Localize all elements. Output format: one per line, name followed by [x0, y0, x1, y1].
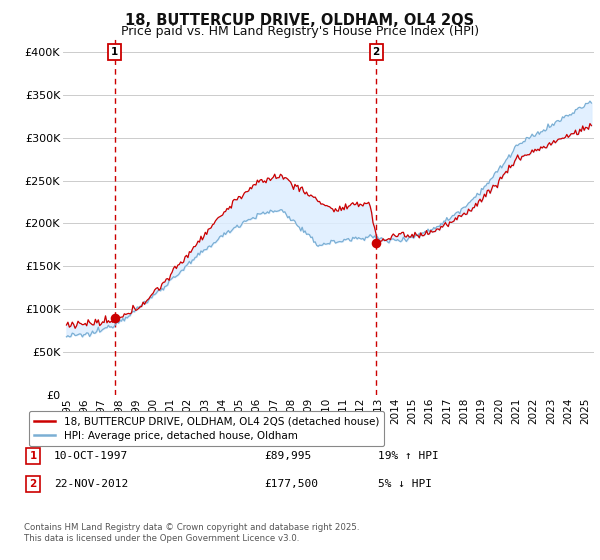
Text: 1: 1 — [29, 451, 37, 461]
Text: 10-OCT-1997: 10-OCT-1997 — [54, 451, 128, 461]
Text: £89,995: £89,995 — [264, 451, 311, 461]
Text: 18, BUTTERCUP DRIVE, OLDHAM, OL4 2QS: 18, BUTTERCUP DRIVE, OLDHAM, OL4 2QS — [125, 13, 475, 28]
Text: 2: 2 — [373, 47, 380, 57]
Legend: 18, BUTTERCUP DRIVE, OLDHAM, OL4 2QS (detached house), HPI: Average price, detac: 18, BUTTERCUP DRIVE, OLDHAM, OL4 2QS (de… — [29, 411, 384, 446]
Text: Price paid vs. HM Land Registry's House Price Index (HPI): Price paid vs. HM Land Registry's House … — [121, 25, 479, 39]
Text: 5% ↓ HPI: 5% ↓ HPI — [378, 479, 432, 489]
Text: 1: 1 — [111, 47, 118, 57]
Text: Contains HM Land Registry data © Crown copyright and database right 2025.
This d: Contains HM Land Registry data © Crown c… — [24, 524, 359, 543]
Point — [371, 238, 381, 247]
Text: 2: 2 — [29, 479, 37, 489]
Text: 19% ↑ HPI: 19% ↑ HPI — [378, 451, 439, 461]
Text: 22-NOV-2012: 22-NOV-2012 — [54, 479, 128, 489]
Text: £177,500: £177,500 — [264, 479, 318, 489]
Point — [110, 313, 119, 322]
